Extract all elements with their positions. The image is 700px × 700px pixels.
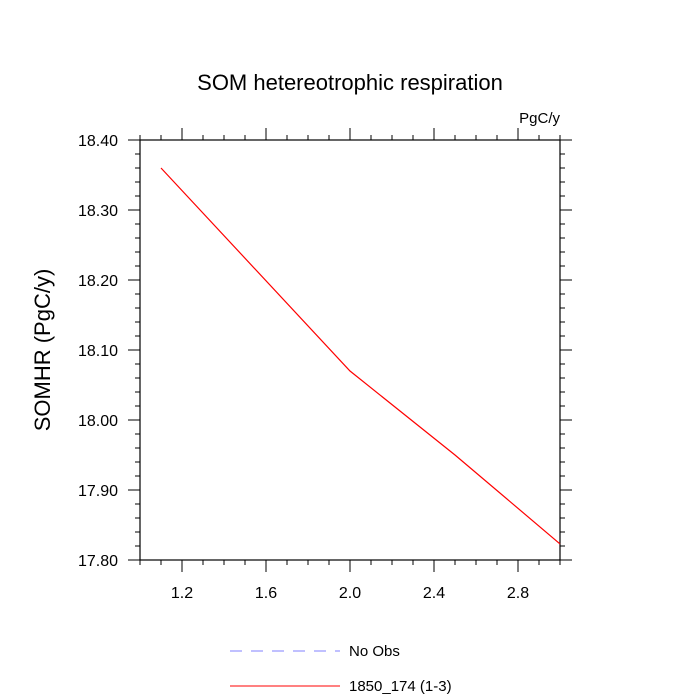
y-tick-label: 18.10: [78, 343, 118, 360]
chart-title: SOM hetereotrophic respiration: [197, 70, 503, 95]
legend: No Obs 1850_174 (1-3): [230, 643, 452, 695]
y-axis-label: SOMHR (PgC/y): [30, 269, 55, 432]
x-tick-label: 2.4: [423, 585, 445, 602]
y-tick-label: 18.00: [78, 413, 118, 430]
plot-frame: [139, 139, 561, 561]
y-tick-label: 17.80: [78, 553, 118, 570]
y-tick-label: 18.20: [78, 273, 118, 290]
x-tick-label: 2.8: [507, 585, 529, 602]
series-line-1: [160, 167, 561, 545]
x-tick-label: 1.6: [255, 585, 277, 602]
x-tick-label: 2.0: [339, 585, 361, 602]
y-tick-label: 17.90: [78, 483, 118, 500]
units-label: PgC/y: [519, 110, 560, 127]
x-tick-label: 1.2: [171, 585, 193, 602]
legend-label-0: No Obs: [349, 643, 400, 660]
y-tick-label: 18.40: [78, 133, 118, 150]
y-tick-label: 18.30: [78, 203, 118, 220]
legend-label-1: 1850_174 (1-3): [349, 678, 452, 695]
plot-area: 1.2 1.6 2.0 2.4 2.8 17.80 17.90 18.00 18.10 18.20…: [78, 128, 572, 602]
